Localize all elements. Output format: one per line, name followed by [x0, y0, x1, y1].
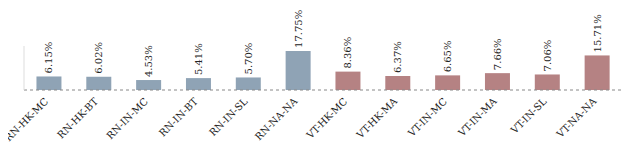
- svg-text:RN-IN-MC: RN-IN-MC: [104, 95, 150, 141]
- svg-text:RN-HK-MC: RN-HK-MC: [8, 95, 51, 143]
- svg-text:RN-IN-SL: RN-IN-SL: [207, 95, 250, 138]
- svg-text:VT-IN-MC: VT-IN-MC: [405, 95, 449, 139]
- svg-text:VT-HK-MA: VT-HK-MA: [354, 95, 400, 141]
- svg-text:RN-HK-BT: RN-HK-BT: [55, 95, 100, 140]
- svg-text:6.65%: 6.65%: [442, 41, 453, 73]
- svg-text:4.53%: 4.53%: [143, 45, 154, 77]
- svg-text:6.02%: 6.02%: [93, 42, 104, 74]
- svg-text:VT-IN-MA: VT-IN-MA: [455, 95, 499, 139]
- svg-text:17.75%: 17.75%: [293, 10, 304, 48]
- svg-text:6.15%: 6.15%: [43, 42, 54, 74]
- svg-text:7.06%: 7.06%: [542, 40, 553, 72]
- svg-text:7.66%: 7.66%: [492, 38, 503, 70]
- svg-text:6.37%: 6.37%: [392, 41, 403, 73]
- svg-text:RN-NA-NA: RN-NA-NA: [253, 95, 300, 142]
- svg-text:RN-IN-BT: RN-IN-BT: [157, 95, 200, 138]
- svg-text:5.70%: 5.70%: [243, 43, 254, 75]
- svg-text:5.41%: 5.41%: [193, 43, 204, 75]
- svg-text:VT-HK-MC: VT-HK-MC: [304, 95, 350, 141]
- svg-text:VT-IN-SL: VT-IN-SL: [508, 95, 549, 136]
- svg-text:VT-NA-NA: VT-NA-NA: [554, 95, 599, 140]
- svg-text:15.71%: 15.71%: [592, 14, 603, 52]
- svg-text:8.36%: 8.36%: [342, 37, 353, 69]
